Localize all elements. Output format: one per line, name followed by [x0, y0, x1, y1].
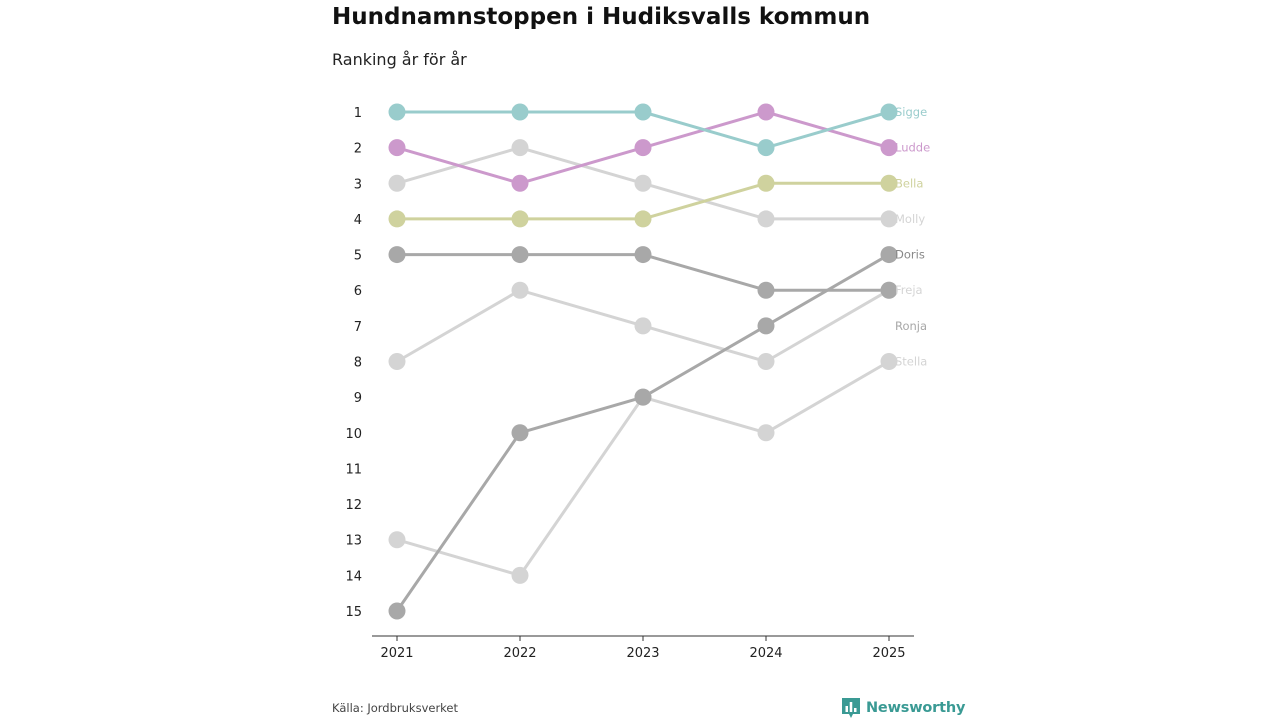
y-tick-label: 7 — [354, 320, 362, 335]
y-tick-label: 9 — [354, 391, 362, 406]
bar-chart-icon — [842, 698, 860, 718]
x-tick-label: 2025 — [872, 646, 905, 661]
point-ludde — [634, 139, 652, 157]
point-doris — [511, 246, 529, 264]
end-label-freja: Freja — [895, 283, 923, 297]
y-tick-label: 11 — [345, 462, 362, 477]
point-molly — [388, 174, 406, 192]
x-axis: 2021 2022 2023 2024 2025 — [372, 635, 914, 661]
y-tick-label: 10 — [345, 427, 362, 442]
point-stella — [757, 424, 775, 442]
point-ludde — [757, 103, 775, 121]
brand-name: Newsworthy — [866, 700, 966, 716]
point-freja — [757, 353, 775, 370]
point-stella — [511, 566, 529, 584]
series-line-ronja — [395, 253, 890, 612]
source-note: Källa: Jordbruksverket — [332, 701, 459, 715]
y-tick-label: 6 — [354, 284, 362, 299]
point-ronja — [388, 602, 406, 620]
end-label-ludde: Ludde — [895, 141, 930, 155]
end-labels: Sigge Ludde Bella Molly Doris Freja Ronja Stell… — [895, 105, 930, 369]
point-sigge — [388, 103, 406, 121]
y-tick-label: 15 — [345, 605, 362, 620]
y-tick-label: 14 — [345, 569, 362, 584]
point-bella — [511, 210, 529, 228]
point-freja — [634, 317, 652, 335]
y-tick-label: 2 — [354, 142, 362, 157]
point-doris — [757, 281, 775, 299]
point-ronja — [757, 317, 775, 335]
point-bella — [757, 174, 775, 192]
point-sigge — [511, 103, 529, 121]
point-stella — [880, 353, 898, 370]
y-tick-label: 5 — [354, 249, 362, 264]
point-doris — [634, 246, 652, 264]
point-bella — [880, 174, 898, 192]
series-points — [388, 103, 898, 620]
chart-subtitle: Ranking år för år — [332, 50, 467, 69]
x-tick-label: 2024 — [749, 646, 782, 661]
point-ludde — [388, 139, 406, 157]
point-molly — [880, 210, 898, 228]
x-tick-label: 2023 — [626, 646, 659, 661]
point-molly — [757, 210, 775, 228]
x-tick-label: 2021 — [380, 646, 413, 661]
point-bella — [388, 210, 406, 228]
point-doris — [880, 281, 898, 299]
end-label-stella: Stella — [895, 355, 927, 369]
y-tick-label: 13 — [345, 534, 362, 549]
end-label-doris: Doris — [895, 248, 925, 262]
point-ronja — [880, 246, 898, 264]
point-molly — [511, 139, 529, 157]
y-tick-label: 8 — [354, 356, 362, 371]
point-freja — [511, 281, 529, 299]
y-tick-label: 3 — [354, 177, 362, 192]
end-label-ronja: Ronja — [895, 319, 927, 333]
chart-title: Hundnamnstoppen i Hudiksvalls kommun — [332, 4, 871, 30]
end-label-sigge: Sigge — [895, 105, 927, 119]
y-tick-label: 12 — [345, 498, 362, 513]
point-sigge — [757, 139, 775, 157]
point-doris — [388, 246, 406, 264]
y-tick-label: 4 — [354, 213, 362, 228]
point-sigge — [880, 103, 898, 121]
brand-logo[interactable]: Newsworthy — [842, 698, 965, 718]
point-ronja — [511, 424, 529, 442]
point-stella — [388, 531, 406, 549]
point-molly — [634, 174, 652, 192]
end-label-bella: Bella — [895, 176, 923, 190]
point-ludde — [511, 174, 529, 192]
point-ronja — [634, 388, 652, 406]
point-freja — [388, 353, 406, 370]
point-bella — [634, 210, 652, 228]
x-tick-label: 2022 — [503, 646, 536, 661]
point-sigge — [634, 103, 652, 121]
end-label-molly: Molly — [895, 212, 925, 226]
y-tick-label: 1 — [354, 106, 362, 121]
point-ludde — [880, 139, 898, 157]
